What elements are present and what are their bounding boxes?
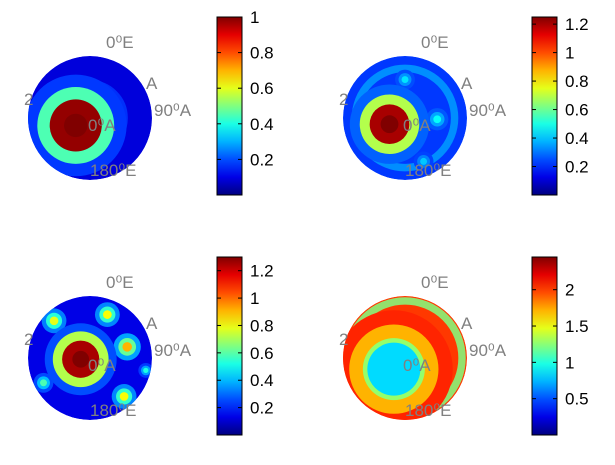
sphere-core — [72, 350, 90, 368]
subplot-4: 0⁰E 2 A 90⁰A 0⁰A 180⁰E 0.5 1 1.5 2 — [315, 240, 615, 465]
sphere-label-bottom: 180⁰E — [405, 401, 452, 420]
sphere-label-top: 0⁰E — [106, 33, 134, 52]
sphere-label-bottom: 180⁰E — [90, 401, 137, 420]
sphere-spot — [122, 342, 132, 352]
sphere-label-left: 2 — [339, 90, 348, 109]
colorbar-tick-label: 0.2 — [565, 158, 589, 177]
sphere-label-left: 2 — [24, 330, 33, 349]
sphere-label-right-upper: A — [461, 314, 473, 333]
colorbar-tick-label: 0.5 — [565, 390, 589, 409]
sphere-label-bottom: 180⁰E — [405, 161, 452, 180]
sphere-spot — [401, 76, 409, 84]
sphere-spot — [49, 316, 59, 326]
sphere-surface — [343, 56, 467, 180]
sphere-core — [380, 115, 399, 134]
sphere-spot — [119, 392, 129, 401]
sphere-label-center: 0⁰A — [403, 116, 431, 135]
subplot-svg: 0⁰E 2 A 90⁰A 0⁰A 180⁰E 0.2 0.4 0.6 0.8 1 — [24, 8, 274, 196]
colorbar — [216, 16, 243, 196]
sphere-label-right-upper: A — [146, 74, 158, 93]
sphere-label-right: 90⁰A — [469, 341, 507, 360]
colorbar-tick-label: 1.2 — [250, 262, 274, 281]
sphere-spot — [103, 310, 112, 319]
sphere-label-right-upper: A — [461, 74, 473, 93]
colorbar — [531, 256, 558, 436]
colorbar-tick-label: 0.8 — [565, 72, 589, 91]
sphere-label-left: 2 — [339, 330, 348, 349]
subplot-3: 0⁰E 2 A 90⁰A 0⁰A 180⁰E 0.2 0.4 0.6 0.8 1 1.2 — [0, 240, 300, 465]
subplot-svg: 0⁰E 2 A 90⁰A 0⁰A 180⁰E 0.2 0.4 0.6 0.8 1 1.2 — [24, 256, 274, 436]
colorbar-tick-label: 1.5 — [565, 317, 589, 336]
subplot-1: 0⁰E 2 A 90⁰A 0⁰A 180⁰E 0.2 0.4 0.6 0.8 1 — [0, 0, 300, 225]
sphere-label-top: 0⁰E — [421, 273, 449, 292]
colorbar-tick-label: 0.4 — [250, 115, 274, 134]
colorbar-tick-label: 1 — [250, 289, 259, 308]
sphere-label-bottom: 180⁰E — [90, 161, 137, 180]
sphere-surface — [343, 296, 467, 420]
sphere-spot — [40, 379, 47, 387]
sphere-label-top: 0⁰E — [106, 273, 134, 292]
sphere-surface — [28, 296, 152, 420]
subplot-svg: 0⁰E 2 A 90⁰A 0⁰A 180⁰E 0.2 0.4 0.6 0.8 1 1.2 — [339, 15, 589, 196]
sphere-label-center: 0⁰A — [88, 116, 116, 135]
colorbar-tick-label: 1 — [565, 44, 574, 63]
sphere-core — [367, 342, 421, 396]
colorbar-tick-label: 0.6 — [250, 79, 274, 98]
colorbar-tick-label: 0.8 — [250, 316, 274, 335]
subplot-svg: 0⁰E 2 A 90⁰A 0⁰A 180⁰E 0.5 1 1.5 2 — [339, 256, 589, 436]
colorbar — [531, 16, 558, 196]
colorbar-tick-label: 0.6 — [250, 344, 274, 363]
sphere-spot — [143, 367, 149, 374]
sphere-label-left: 2 — [24, 90, 33, 109]
colorbar-tick-label: 1 — [565, 353, 574, 372]
colorbar-tick-label: 1.2 — [565, 15, 589, 34]
sphere-spot — [420, 157, 428, 165]
sphere-label-right-upper: A — [146, 314, 158, 333]
sphere-surface — [28, 56, 152, 180]
colorbar-tick-label: 1 — [250, 8, 259, 27]
colorbar-tick-label: 0.2 — [250, 150, 274, 169]
sphere-label-center: 0⁰A — [88, 356, 116, 375]
sphere-label-center: 0⁰A — [403, 356, 431, 375]
colorbar-tick-label: 0.4 — [250, 371, 274, 390]
colorbar-tick-label: 0.6 — [565, 101, 589, 120]
colorbar-tick-label: 0.4 — [565, 129, 589, 148]
colorbar-tick-label: 2 — [565, 281, 574, 300]
sphere-label-right: 90⁰A — [469, 101, 507, 120]
subplot-2: 0⁰E 2 A 90⁰A 0⁰A 180⁰E 0.2 0.4 0.6 0.8 1 1.2 — [315, 0, 615, 225]
sphere-label-right: 90⁰A — [154, 101, 192, 120]
sphere-label-top: 0⁰E — [421, 33, 449, 52]
colorbar-tick-label: 0.2 — [250, 399, 274, 418]
colorbar — [216, 256, 243, 436]
colorbar-tick-label: 0.8 — [250, 44, 274, 63]
sphere-label-right: 90⁰A — [154, 341, 192, 360]
sphere-spot — [433, 115, 442, 124]
sphere-core — [64, 113, 88, 138]
